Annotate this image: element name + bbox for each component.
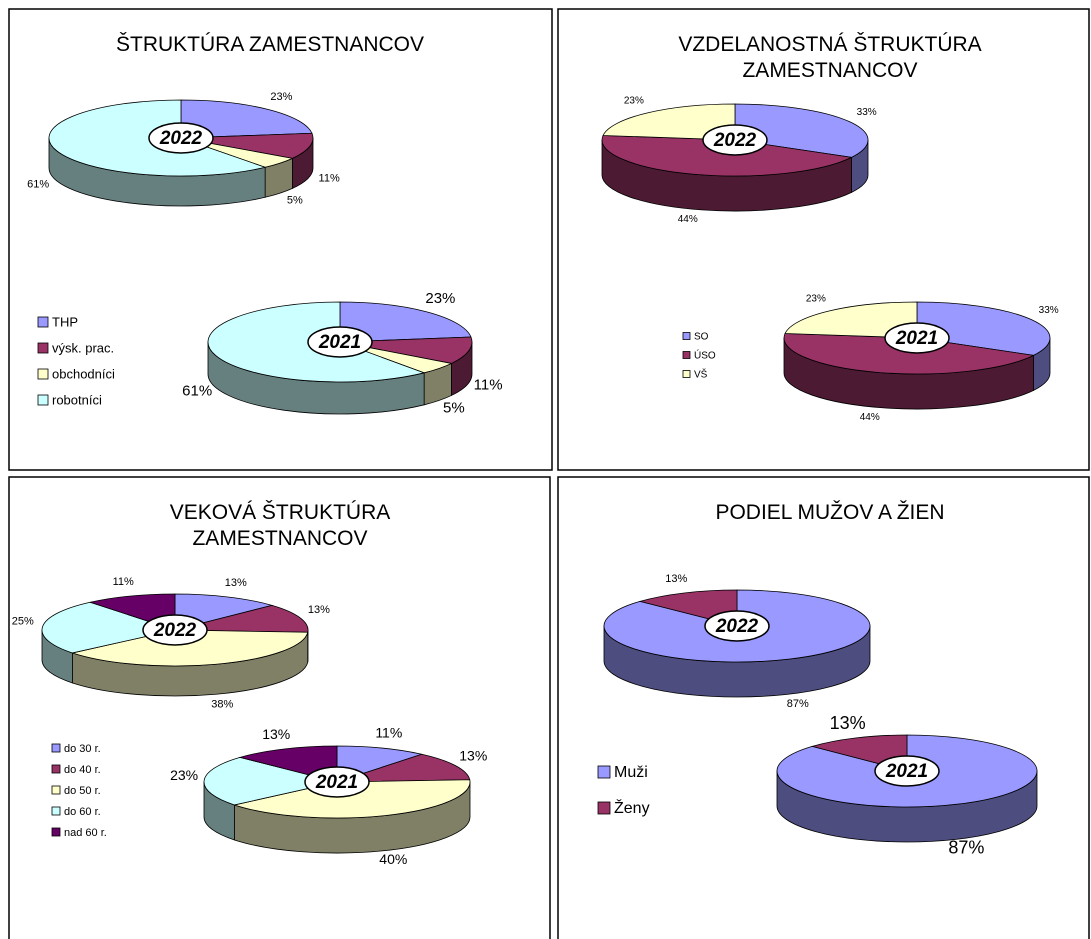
legend-label: nad 60 r.	[64, 827, 107, 839]
legend-swatch	[682, 351, 691, 359]
data-label: 61%	[182, 383, 212, 400]
panel-border	[557, 476, 1090, 939]
year-label: 2021	[315, 772, 358, 793]
data-label: 23%	[270, 91, 292, 103]
pie-slice	[601, 135, 853, 177]
legend-label: THP	[52, 314, 78, 329]
pie-slice	[784, 301, 918, 339]
legend-label: VŠ	[694, 368, 708, 381]
legend-label: Muži	[614, 764, 648, 781]
year-label: 2022	[713, 130, 757, 151]
chart-title: ŠTRUKTÚRA ZAMESTNANCOV	[115, 33, 425, 56]
pie-slice	[174, 604, 309, 633]
legend-label: obchodníci	[52, 366, 115, 381]
legend-swatch	[682, 332, 691, 340]
legend-swatch	[51, 806, 61, 816]
data-label: 13%	[459, 747, 487, 763]
legend-label: ÚSO	[694, 349, 716, 362]
year-badge	[874, 755, 940, 787]
pie-slice	[41, 601, 177, 654]
data-label: 11%	[113, 576, 134, 588]
legend-swatch	[597, 801, 611, 815]
pie-slice	[339, 301, 472, 343]
legend-label: Ženy	[614, 798, 650, 817]
pie-slice	[71, 629, 309, 667]
year-label: 2022	[715, 616, 759, 637]
chart-title: VEKOVÁ ŠTRUKTÚRA ZAMESTNANCOV	[169, 501, 391, 550]
data-label: 23%	[170, 767, 198, 783]
pie-slice	[336, 753, 471, 783]
pie-slice	[180, 132, 314, 159]
panel-border	[8, 8, 553, 471]
data-label: 11%	[474, 376, 503, 393]
pie-slice	[203, 756, 338, 806]
data-label: 11%	[319, 173, 340, 185]
chart-title: VZDELANOSTNÁ ŠTRUKTÚRA ZAMESTNANCOV	[678, 33, 982, 82]
legend-swatch	[682, 370, 691, 378]
year-badge	[148, 122, 214, 154]
year-badge	[704, 610, 770, 642]
data-label: 25%	[12, 616, 34, 628]
year-label: 2021	[885, 761, 928, 782]
legend-swatch	[37, 342, 49, 354]
year-label: 2022	[153, 620, 197, 641]
data-label: 44%	[860, 412, 880, 423]
year-badge	[304, 766, 370, 798]
data-label: 23%	[425, 290, 455, 307]
data-label: 13%	[665, 573, 687, 585]
data-label: 13%	[308, 604, 330, 616]
data-label: 5%	[287, 195, 303, 207]
legend-swatch	[51, 785, 61, 795]
legend-label: do 50 r.	[64, 785, 101, 797]
data-label: 40%	[379, 851, 407, 867]
data-label: 13%	[225, 577, 247, 589]
legend-label: výsk. prac.	[52, 340, 114, 355]
panel-border	[8, 476, 551, 939]
year-badge	[142, 614, 208, 646]
data-label: 11%	[375, 725, 402, 741]
year-label: 2022	[159, 128, 203, 149]
pie-slice	[180, 99, 313, 139]
pie-slice	[734, 103, 869, 158]
year-badge	[884, 322, 950, 354]
data-label: 38%	[211, 698, 233, 710]
data-label: 87%	[787, 698, 809, 710]
legend-label: robotníci	[52, 392, 102, 407]
data-label: 33%	[1039, 305, 1059, 316]
data-label: 87%	[948, 838, 984, 858]
legend-swatch	[37, 316, 49, 328]
pie-slice	[783, 333, 1035, 375]
data-label: 33%	[857, 107, 877, 118]
pie-slice	[916, 301, 1051, 356]
legend-swatch	[51, 743, 61, 753]
legend-label: do 40 r.	[64, 764, 101, 776]
data-label: 5%	[443, 399, 465, 416]
year-badge	[702, 124, 768, 156]
data-label: 23%	[806, 294, 826, 305]
data-label: 13%	[262, 726, 290, 742]
panel-border	[557, 8, 1090, 471]
data-label: 13%	[830, 713, 866, 733]
pie-slice	[602, 103, 736, 141]
legend-swatch	[37, 368, 49, 380]
year-label: 2021	[318, 332, 361, 353]
pie-slice	[233, 779, 471, 819]
legend-label: do 60 r.	[64, 806, 101, 818]
year-label: 2021	[895, 328, 938, 349]
legend-swatch	[51, 764, 61, 774]
pie-slice	[339, 336, 473, 364]
data-label: 44%	[678, 214, 698, 225]
legend-swatch	[597, 765, 611, 779]
data-label: 23%	[624, 96, 644, 107]
chart-title: PODIEL MUŽOV A ŽIEN	[715, 501, 945, 524]
year-badge	[307, 326, 373, 358]
legend-label: SO	[694, 332, 709, 343]
data-label: 61%	[27, 179, 49, 191]
legend-swatch	[51, 827, 61, 837]
legend-swatch	[37, 394, 49, 406]
legend-label: do 30 r.	[64, 743, 101, 755]
